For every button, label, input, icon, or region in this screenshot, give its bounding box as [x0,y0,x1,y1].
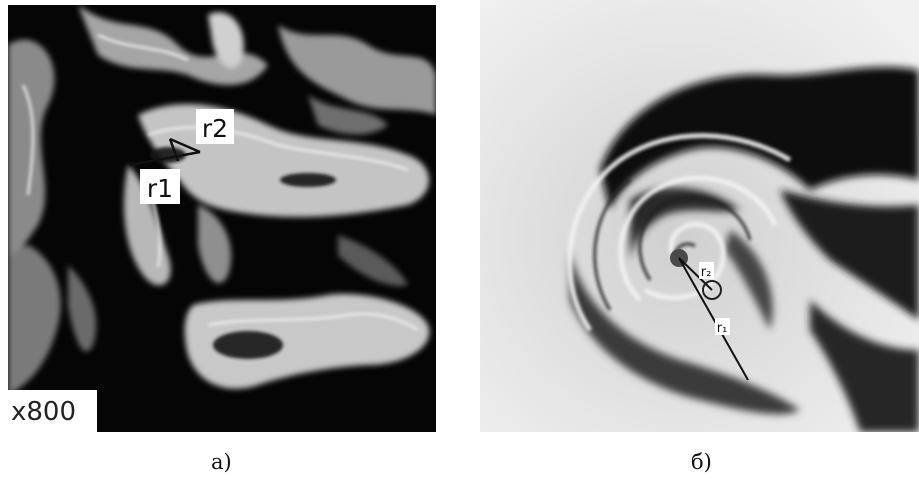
magnification-box [8,390,97,432]
cyclone-panel: r₂ r₁ [480,0,919,432]
radius-line-2 [678,257,749,381]
radius-line-3 [168,138,180,162]
r1-label-box [140,169,180,204]
radius-circle [702,280,722,300]
radius-line-1 [678,257,713,291]
micrograph-image: r2 r1 x800 [8,5,436,432]
r1-label-box [715,318,730,335]
micrograph-panel: r2 r1 x800 [8,5,436,432]
r2-label-box [196,109,234,144]
r2-label-box [699,262,714,279]
radius-line-2 [169,137,201,154]
r1-label: r₁ [717,321,728,336]
caption-b: б) [691,450,712,474]
magnification-label: x800 [11,397,76,427]
caption-a: а) [211,450,232,474]
cyclone-satellite-image: r₂ r₁ [480,0,919,432]
r1-label: r1 [147,174,173,203]
r2-label: r₂ [701,265,712,280]
r2-label: r2 [202,114,228,143]
radius-line-1 [129,150,201,167]
